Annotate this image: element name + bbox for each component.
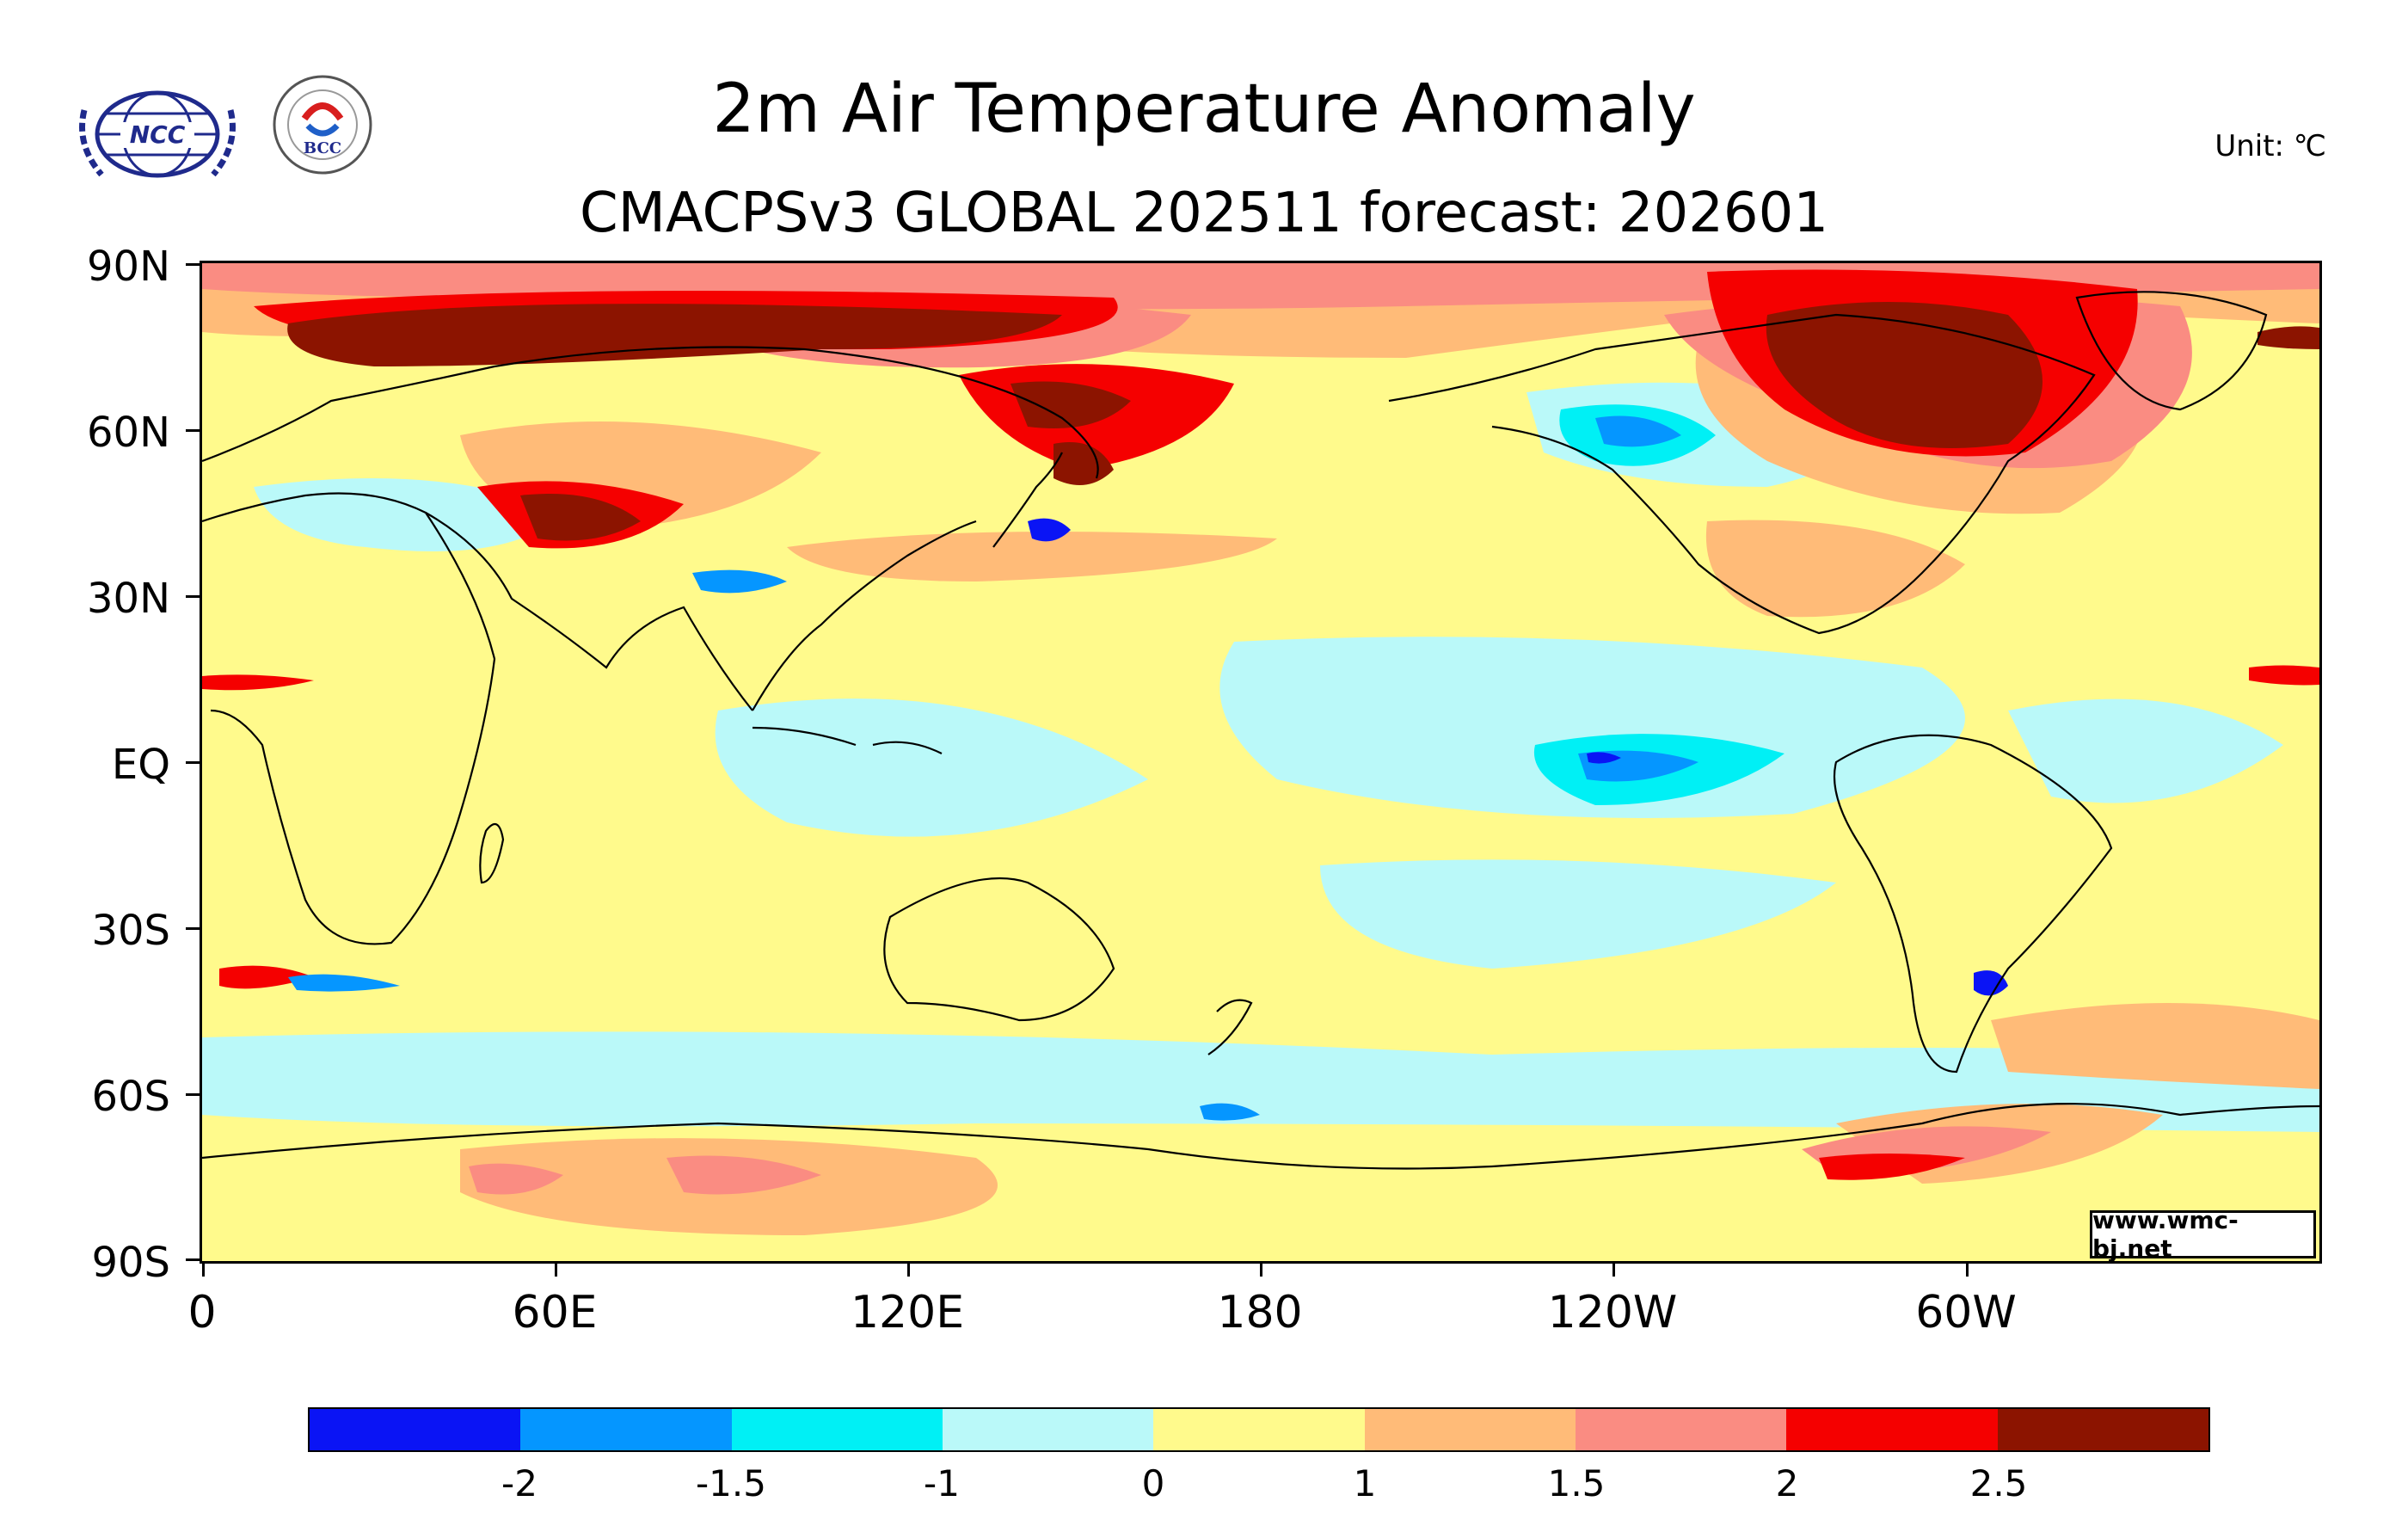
unit-label: Unit: ℃ — [2214, 129, 2326, 163]
colorbar-segment — [1364, 1409, 1576, 1450]
lon-label-180: 180 — [1217, 1287, 1303, 1338]
colorbar-segment — [520, 1409, 732, 1450]
colorbar-segment — [731, 1409, 943, 1450]
lon-label-60w: 60W — [1915, 1287, 2017, 1338]
lat-label-60n: 60N — [87, 409, 170, 457]
colorbar-label: -1 — [924, 1462, 960, 1504]
colorbar-segment — [942, 1409, 1154, 1450]
svg-text:BCC: BCC — [304, 139, 341, 157]
temperature-anomaly-map — [200, 261, 2322, 1264]
source-watermark: www.wmc-bj.net — [2090, 1206, 2316, 1263]
svg-text:NCC: NCC — [130, 120, 186, 149]
lon-label-60e: 60E — [512, 1287, 598, 1338]
bcc-logo: BCC — [272, 74, 373, 175]
ncc-logo: NCC — [67, 76, 248, 188]
colorbar-label: 1 — [1353, 1462, 1377, 1504]
colorbar — [308, 1407, 2210, 1452]
lat-label-90n: 90N — [87, 243, 170, 291]
lon-label-120e: 120E — [850, 1287, 965, 1338]
colorbar-label: 2 — [1775, 1462, 1799, 1504]
colorbar-label: 0 — [1141, 1462, 1165, 1504]
colorbar-segment — [1575, 1409, 1787, 1450]
colorbar-segment — [1153, 1409, 1365, 1450]
lat-label-30n: 30N — [87, 575, 170, 623]
lon-label-120w: 120W — [1547, 1287, 1678, 1338]
lat-label-60s: 60S — [91, 1073, 170, 1121]
colorbar-label: 1.5 — [1547, 1462, 1606, 1504]
lat-label-eq: EQ — [111, 741, 170, 789]
colorbar-segment — [310, 1409, 521, 1450]
colorbar-segment — [1997, 1409, 2208, 1450]
lon-label-0: 0 — [187, 1287, 217, 1338]
anomaly-field — [202, 263, 2319, 1235]
lat-label-30s: 30S — [91, 907, 170, 955]
map-subtitle: CMACPSv3 GLOBAL 202511 forecast: 202601 — [579, 182, 1829, 245]
map-title: 2m Air Temperature Anomaly — [712, 71, 1696, 148]
colorbar-label: -1.5 — [696, 1462, 766, 1504]
colorbar-label: -2 — [501, 1462, 538, 1504]
colorbar-segment — [1786, 1409, 1998, 1450]
colorbar-label: 2.5 — [1969, 1462, 2028, 1504]
lat-label-90s: 90S — [91, 1239, 170, 1287]
